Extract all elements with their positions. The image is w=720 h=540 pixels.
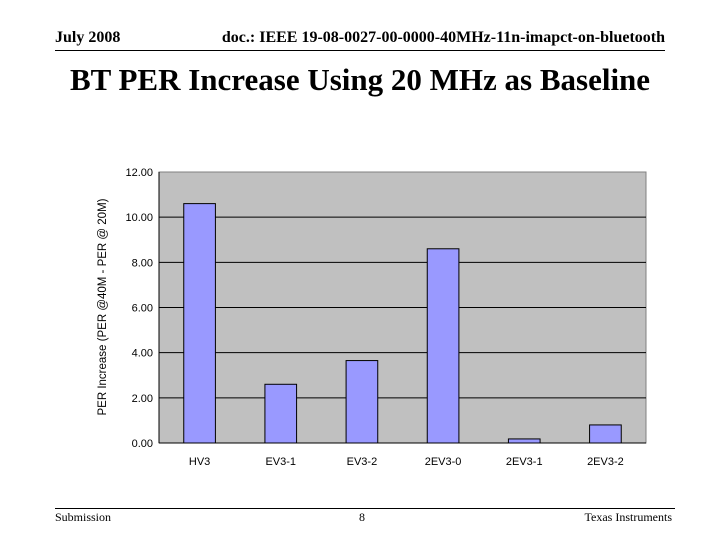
footer-submission: Submission	[55, 510, 112, 524]
y-tick-label: 4.00	[132, 348, 153, 360]
y-tick-label: 0.00	[132, 438, 153, 450]
footer-page-number: 8	[359, 510, 365, 524]
bar-hv3	[183, 203, 216, 444]
bar-2ev3-0	[426, 248, 460, 444]
bar-ev3-1	[264, 383, 298, 444]
footer-organization: Texas Instruments	[584, 510, 672, 524]
slide-title: BT PER Increase Using 20 MHz as Baseline	[69, 62, 651, 97]
x-tick-label: EV3-2	[347, 456, 378, 468]
x-tick-label: HV3	[189, 456, 210, 468]
y-axis-label: PER Increase (PER @40M - PER @ 20M)	[97, 198, 109, 415]
bar-2ev3-1	[507, 438, 541, 444]
y-tick-label: 10.00	[125, 212, 153, 224]
x-tick-label: 2EV3-1	[506, 456, 543, 468]
header-date: July 2008	[55, 29, 121, 46]
footer-divider	[55, 508, 675, 509]
y-tick-label: 2.00	[132, 393, 153, 405]
bar-ev3-2	[345, 360, 379, 444]
x-tick-labels: HV3 EV3-1 EV3-2 2EV3-0 2EV3-1 2EV3-2	[189, 456, 624, 468]
y-tick-label: 8.00	[132, 257, 153, 269]
y-tick-labels: 0.00 2.00 4.00 6.00 8.00 10.00 12.00	[125, 167, 153, 450]
header-doc-id: doc.: IEEE 19-08-0027-00-0000-40MHz-11n-…	[221, 29, 665, 46]
bars	[183, 203, 622, 444]
header-divider	[55, 50, 665, 51]
x-tick-label: EV3-1	[265, 456, 296, 468]
bar-2ev3-2	[589, 424, 622, 444]
y-tick-label: 6.00	[132, 303, 153, 315]
x-tick-label: 2EV3-2	[587, 456, 624, 468]
y-tick-label: 12.00	[125, 167, 153, 179]
gridlines	[159, 216, 646, 399]
x-tick-label: 2EV3-0	[425, 456, 462, 468]
